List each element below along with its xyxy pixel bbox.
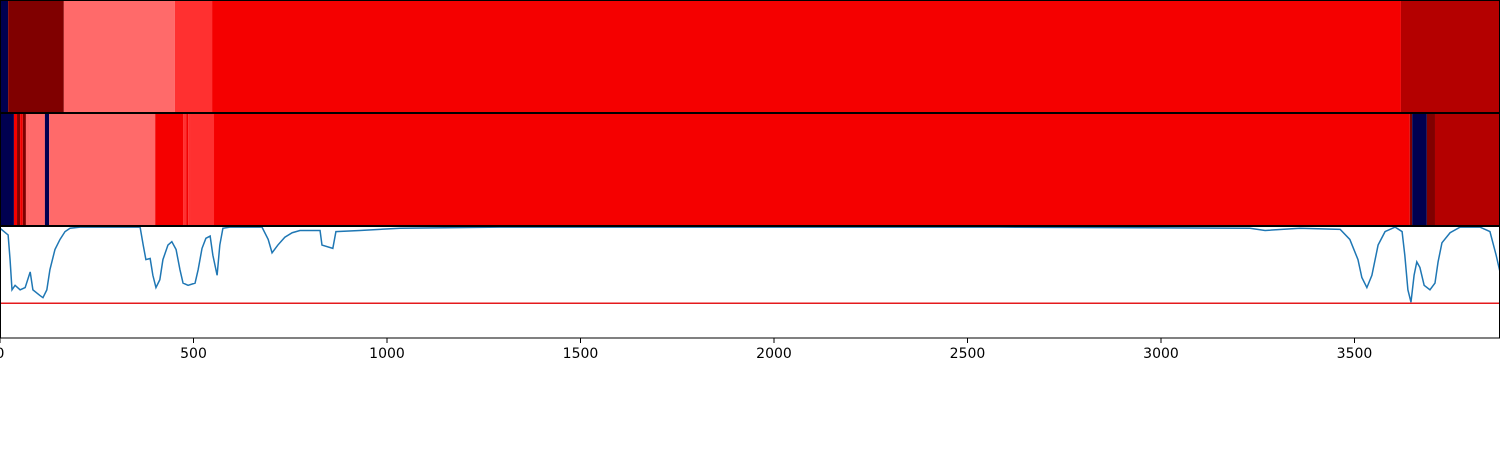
segment [1426, 113, 1435, 225]
segment [174, 0, 213, 112]
segment [212, 0, 1401, 112]
segment [63, 0, 175, 112]
segment [49, 113, 156, 225]
segment [8, 0, 64, 112]
x-tick-label: 3000 [1143, 346, 1179, 362]
segment [20, 113, 23, 225]
x-tick-label: 3500 [1337, 346, 1373, 362]
x-tick-label: 2500 [950, 346, 986, 362]
x-tick-label: 1500 [563, 346, 599, 362]
segment [190, 113, 215, 225]
segment [22, 113, 26, 225]
segment [13, 113, 18, 225]
segment [17, 113, 21, 225]
x-tick-label: 500 [180, 346, 207, 362]
segment [29, 113, 45, 225]
x-tick-label: 1000 [369, 346, 405, 362]
segment [1409, 113, 1413, 225]
segment [155, 113, 184, 225]
segment [188, 113, 191, 225]
panel-frame [0, 226, 1500, 339]
x-tick-label: 0 [0, 346, 4, 362]
segment [0, 113, 14, 225]
segment [25, 113, 30, 225]
segment [0, 0, 9, 112]
segment [186, 113, 189, 225]
data-line [0, 226, 1500, 303]
x-tick-label: 2000 [756, 346, 792, 362]
segment [44, 113, 50, 225]
segment [214, 113, 1410, 225]
segment [1412, 113, 1427, 225]
segment [1434, 113, 1500, 225]
segment [183, 113, 187, 225]
segment [1400, 0, 1500, 112]
